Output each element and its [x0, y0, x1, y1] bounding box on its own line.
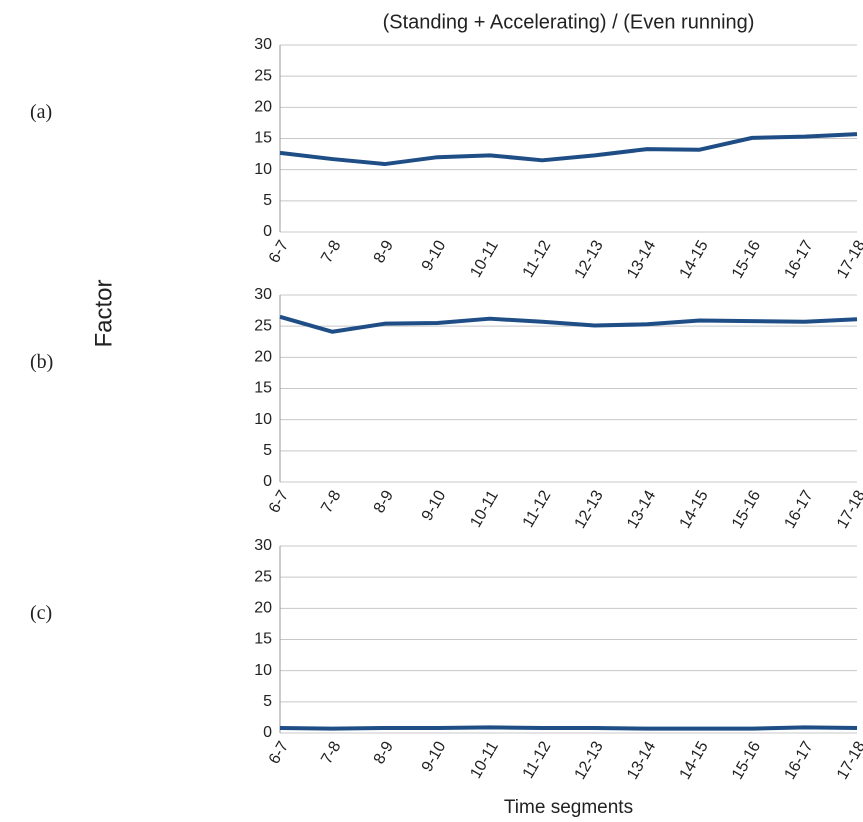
y-tick-label: 20 — [254, 349, 272, 366]
y-tick-label: 5 — [263, 693, 272, 710]
x-tick-label: 12-13 — [572, 238, 607, 282]
x-tick-label: 17-18 — [834, 739, 863, 783]
panel-label: (a) — [30, 101, 52, 123]
panel-label: (c) — [30, 602, 52, 624]
x-tick-label: 13-14 — [624, 238, 659, 282]
x-tick-label: 12-13 — [572, 488, 607, 532]
y-tick-label: 30 — [254, 286, 272, 303]
data-line — [279, 725, 858, 731]
x-tick-label: 16-17 — [781, 238, 816, 282]
x-tick-label: 11-12 — [520, 739, 555, 782]
x-tick-label: 7-8 — [318, 238, 344, 267]
y-tick-label: 10 — [254, 411, 272, 428]
y-tick-label: 20 — [254, 99, 272, 116]
x-tick-label: 8-9 — [371, 739, 397, 768]
x-tick-label: 6-7 — [266, 238, 292, 267]
x-tick-label: 7-8 — [318, 488, 344, 517]
x-tick-label: 15-16 — [729, 739, 764, 783]
x-tick-label: 16-17 — [781, 488, 816, 532]
x-tick-label: 14-15 — [677, 488, 712, 532]
y-tick-label: 5 — [263, 442, 272, 459]
x-tick-label: 7-8 — [318, 739, 344, 768]
y-tick-label: 25 — [254, 317, 272, 334]
x-tick-label: 13-14 — [624, 488, 659, 532]
x-tick-label: 17-18 — [834, 488, 863, 532]
x-tick-label: 10-11 — [467, 488, 502, 531]
x-tick-label: 8-9 — [371, 238, 397, 267]
y-tick-label: 0 — [263, 724, 272, 741]
x-tick-label: 14-15 — [677, 739, 712, 783]
x-tick-label: 9-10 — [419, 238, 450, 274]
x-tick-label: 15-16 — [729, 238, 764, 282]
y-tick-label: 15 — [254, 631, 272, 648]
x-tick-label: 10-11 — [467, 739, 502, 782]
x-tick-label: 9-10 — [419, 488, 450, 524]
y-tick-label: 10 — [254, 662, 272, 679]
y-tick-label: 30 — [254, 36, 272, 53]
x-axis-label: Time segments — [504, 797, 633, 818]
x-tick-label: 11-12 — [520, 488, 555, 531]
y-tick-label: 10 — [254, 161, 272, 178]
x-tick-label: 11-12 — [520, 238, 555, 281]
x-tick-label: 13-14 — [624, 739, 659, 783]
x-tick-label: 6-7 — [266, 488, 292, 517]
y-tick-label: 0 — [263, 223, 272, 240]
x-tick-label: 17-18 — [834, 238, 863, 282]
x-tick-label: 12-13 — [572, 739, 607, 783]
x-tick-label: 16-17 — [781, 739, 816, 783]
x-tick-label: 8-9 — [371, 488, 397, 517]
y-tick-label: 20 — [254, 600, 272, 617]
chart-title: (Standing + Accelerating) / (Even runnin… — [383, 11, 755, 33]
y-tick-label: 25 — [254, 568, 272, 585]
x-tick-label: 14-15 — [677, 238, 712, 282]
x-tick-label: 6-7 — [266, 739, 292, 768]
data-line — [279, 314, 858, 334]
data-line — [279, 132, 858, 167]
y-tick-label: 15 — [254, 130, 272, 147]
x-tick-label: 15-16 — [729, 488, 764, 532]
y-tick-label: 5 — [263, 192, 272, 209]
panel-label: (b) — [30, 351, 53, 373]
x-tick-label: 9-10 — [419, 739, 450, 775]
y-axis-label: Factor — [90, 279, 117, 347]
y-tick-label: 0 — [263, 473, 272, 490]
y-tick-label: 30 — [254, 537, 272, 554]
y-tick-label: 15 — [254, 380, 272, 397]
y-tick-label: 25 — [254, 67, 272, 84]
x-tick-label: 10-11 — [467, 238, 502, 281]
